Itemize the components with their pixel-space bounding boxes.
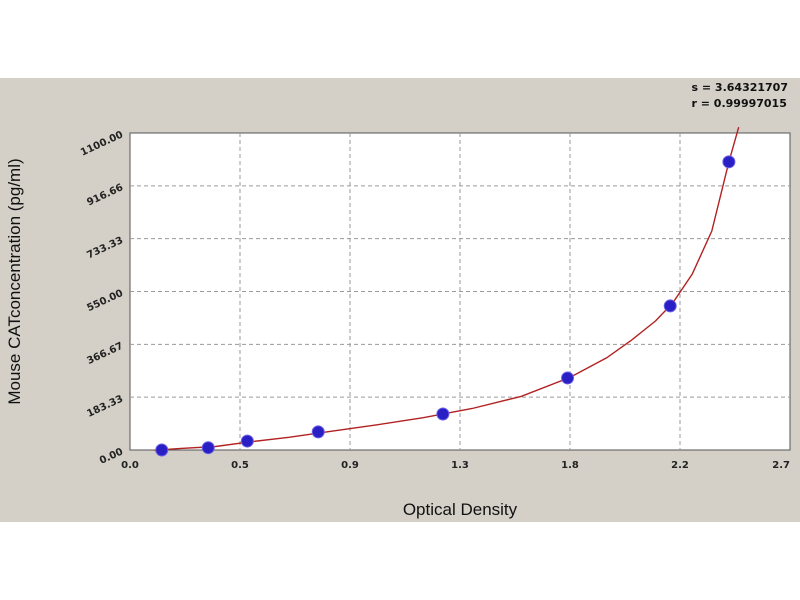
fit-statistics: s = 3.64321707 r = 0.99997015 [692, 80, 789, 112]
data-point [722, 155, 736, 169]
x-tick-label: 2.7 [772, 460, 790, 471]
data-points [155, 155, 736, 457]
data-point [155, 443, 169, 457]
y-tick-label: 366.67 [85, 341, 125, 367]
data-point [311, 425, 325, 439]
data-point [663, 299, 677, 313]
y-tick-label: 1100.00 [79, 129, 125, 158]
x-tick-label: 0.0 [121, 460, 139, 471]
x-tick-label: 1.3 [451, 460, 469, 471]
s-statistic: s = 3.64321707 [691, 81, 789, 94]
data-point [436, 407, 450, 421]
x-tick-label: 1.8 [561, 460, 579, 471]
data-point [201, 441, 215, 455]
grid-lines [130, 133, 790, 450]
y-tick-labels: 0.00183.33366.67550.00733.33916.661100.0… [79, 129, 125, 466]
x-tick-labels: 0.0 0.5 0.9 1.3 1.8 2.2 2.7 [121, 460, 790, 471]
x-tick-label: 0.5 [231, 460, 249, 471]
y-tick-label: 733.33 [85, 235, 125, 261]
y-tick-label: 550.00 [85, 288, 125, 314]
x-tick-label: 2.2 [671, 460, 689, 471]
r-statistic: r = 0.99997015 [691, 97, 787, 110]
y-tick-label: 916.66 [85, 182, 125, 208]
y-axis-title: Mouse CATconcentration (pg/ml) [5, 158, 24, 404]
y-tick-label: 183.33 [85, 394, 125, 420]
x-tick-label: 0.9 [341, 460, 359, 471]
x-axis-title: Optical Density [403, 500, 518, 519]
data-point [561, 371, 575, 385]
data-point [240, 434, 254, 448]
